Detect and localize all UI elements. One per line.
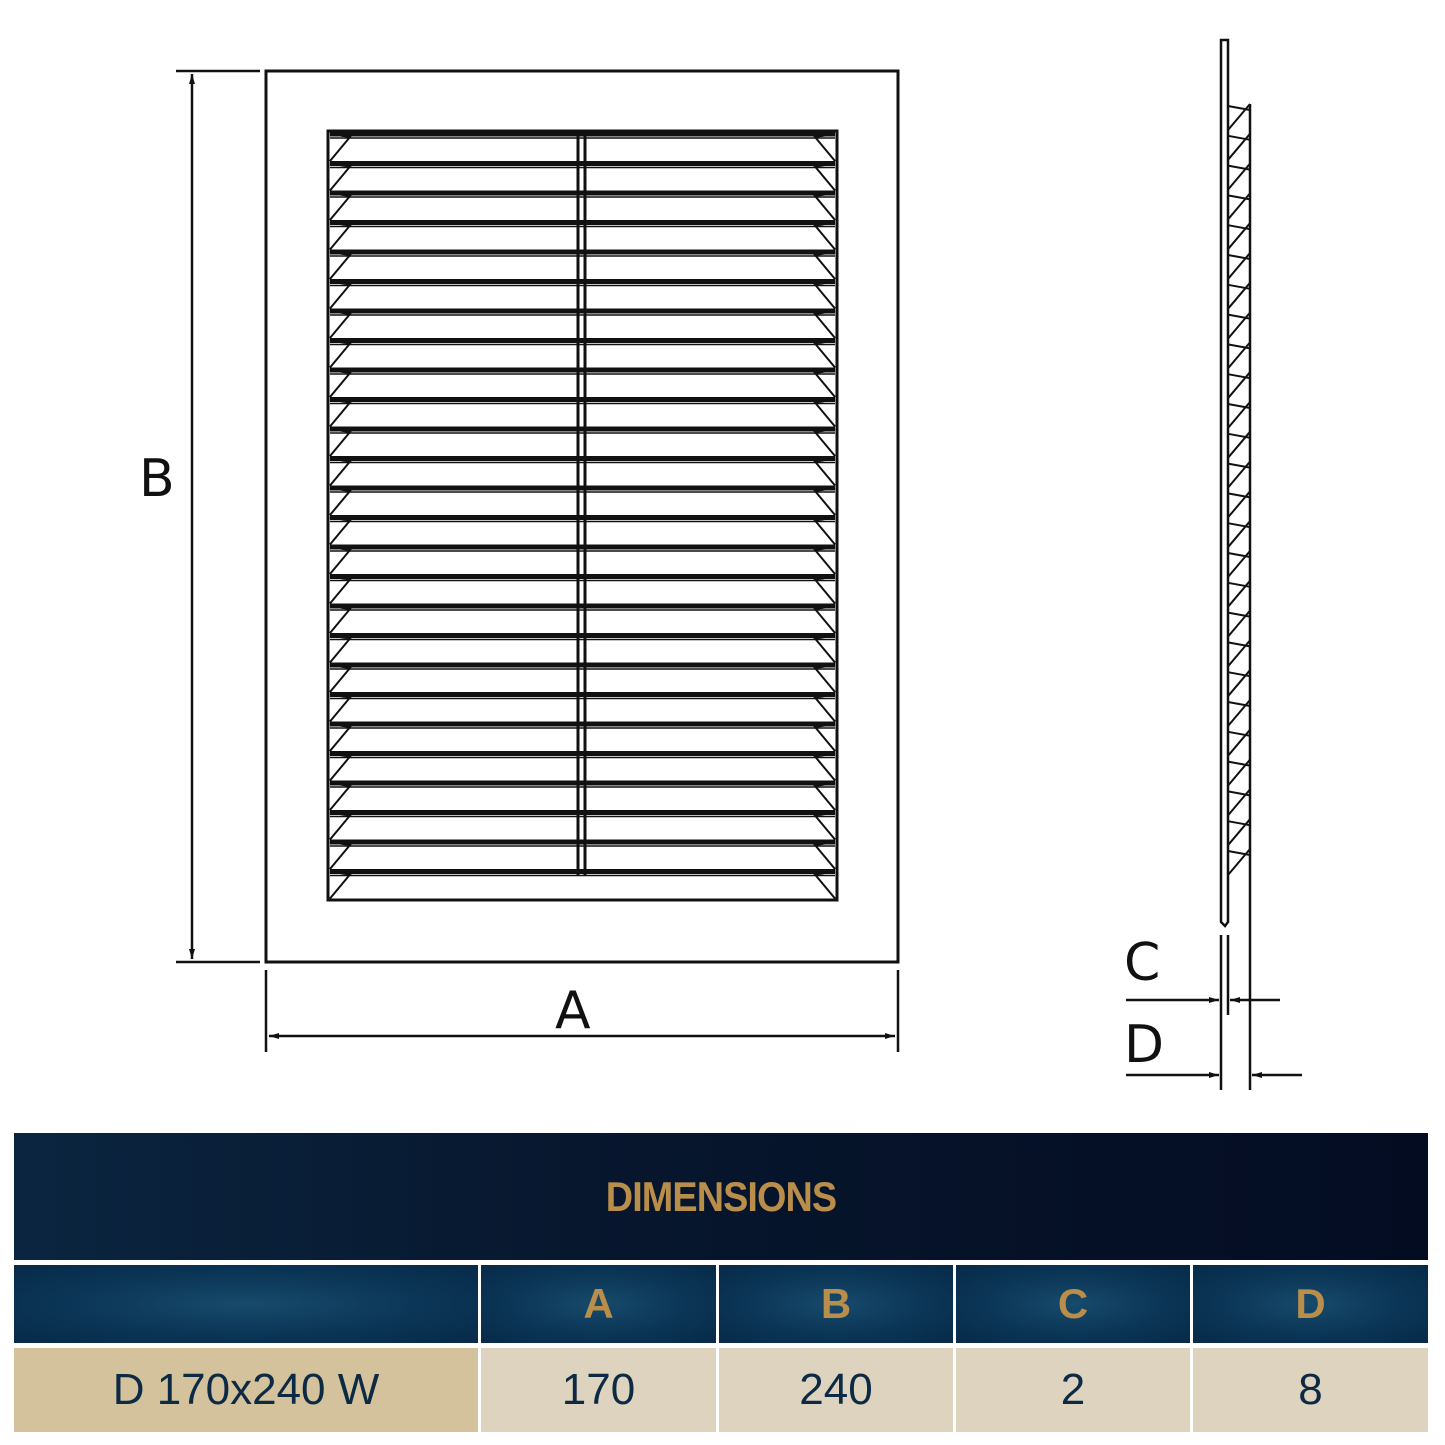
table-cell-c: 2	[956, 1348, 1190, 1432]
dimension-a-label: A	[555, 981, 591, 1041]
louver-slat	[329, 456, 836, 487]
louver-slat	[329, 721, 836, 752]
side-slat	[1227, 490, 1251, 519]
side-slat	[1227, 371, 1251, 399]
louver-slat	[329, 869, 836, 900]
table-title: DIMENSIONS	[605, 1172, 837, 1220]
table-cell-model: D 170x240 W	[14, 1348, 478, 1432]
side-slat	[1227, 162, 1251, 191]
side-slat	[1227, 848, 1251, 876]
louver-slat	[329, 603, 836, 634]
louver-slat	[329, 544, 836, 575]
louver-slat	[329, 220, 836, 251]
louver-slat	[329, 367, 836, 398]
louver-slat	[329, 249, 836, 280]
side-slat	[1227, 282, 1251, 310]
louver-slat	[329, 426, 836, 457]
side-slat	[1227, 669, 1251, 697]
louver-slat	[329, 751, 836, 782]
dimension-d-label: D	[1124, 1015, 1164, 1075]
dimensions-table-title: DIMENSIONS	[14, 1133, 1428, 1260]
side-slat	[1227, 729, 1251, 757]
louver-slat	[329, 692, 836, 723]
side-slat	[1227, 341, 1251, 370]
outer-frame	[264, 69, 900, 964]
dimension-c-label: C	[1124, 933, 1160, 993]
louver-slat	[329, 397, 836, 428]
louver-slat	[329, 161, 836, 192]
table-header-blank	[14, 1265, 478, 1343]
grille-technical-drawing: B A C D	[139, 38, 1302, 1090]
louver-slat	[329, 131, 836, 162]
dimension-b-label: B	[139, 449, 175, 509]
side-slat	[1227, 103, 1251, 131]
side-slat	[1227, 133, 1251, 161]
louver-slat	[329, 839, 836, 870]
louver-slat	[329, 633, 836, 664]
side-slat	[1227, 520, 1251, 548]
side-slat	[1227, 222, 1251, 250]
louver-slat	[329, 662, 836, 693]
table-cell-b: 240	[719, 1348, 953, 1432]
side-slat	[1227, 699, 1251, 727]
side-slat	[1227, 252, 1251, 280]
side-slat	[1227, 580, 1251, 608]
table-cell-d: 8	[1193, 1348, 1428, 1432]
side-slat	[1227, 550, 1251, 578]
dimension-a	[264, 970, 900, 1052]
front-view	[264, 69, 900, 964]
side-louver-slats	[1227, 103, 1251, 876]
side-slat	[1227, 401, 1251, 429]
side-slat	[1227, 639, 1251, 668]
louver-slat	[329, 780, 836, 811]
side-view	[1126, 38, 1302, 1090]
side-slat	[1227, 818, 1251, 846]
side-slat	[1227, 431, 1251, 459]
louver-slats	[329, 131, 836, 900]
table-header-c: C	[956, 1265, 1190, 1343]
side-slat	[1227, 758, 1251, 787]
table-header-a: A	[481, 1265, 716, 1343]
side-slat	[1227, 788, 1251, 817]
side-slat	[1227, 609, 1251, 638]
table-cell-a: 170	[481, 1348, 716, 1432]
louver-slat	[329, 485, 836, 516]
dimension-b	[176, 69, 260, 964]
louver-slat	[329, 810, 836, 841]
table-header-b: B	[719, 1265, 953, 1343]
louver-slat	[329, 190, 836, 221]
table-header-d: D	[1193, 1265, 1428, 1343]
louver-opening	[326, 129, 839, 902]
louver-slat	[329, 574, 836, 605]
louver-slat	[329, 515, 836, 546]
side-slat	[1227, 192, 1251, 221]
side-slat	[1227, 460, 1251, 489]
louver-slat	[329, 338, 836, 369]
louver-slat	[329, 279, 836, 310]
side-slat	[1227, 311, 1251, 340]
louver-slat	[329, 308, 836, 339]
